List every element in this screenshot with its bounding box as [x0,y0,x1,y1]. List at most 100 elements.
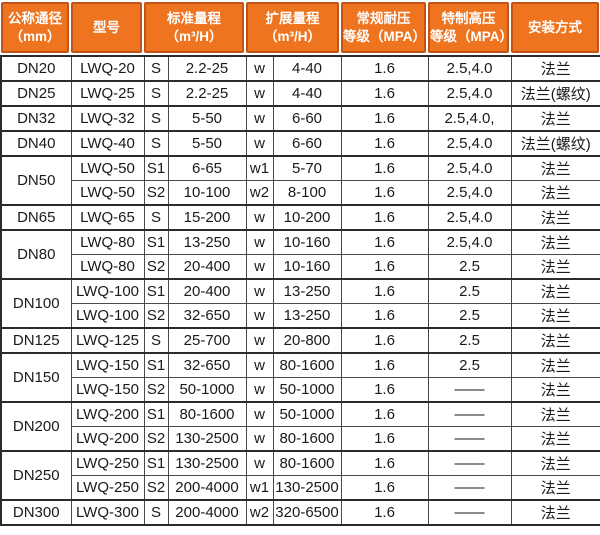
cell-w: w [245,352,274,378]
header-cell-high-pressure: 特制高压 等级（MPA） [428,2,513,53]
header-cell-installation: 安装方式 [511,2,599,53]
cell-w: w [245,105,274,132]
cell-w: w [245,426,274,452]
cell-model: LWQ-100 [70,278,145,304]
cell-s: S1 [143,278,169,304]
cell-model: LWQ-200 [70,426,145,452]
cell-s: S [143,499,169,526]
cell-w: w1 [245,475,274,501]
table-row: DN150 LWQ-150 S1 32-650 w 80-1600 1.6 2.… [0,352,600,403]
cell-dn: DN300 [0,499,72,526]
cell-model: LWQ-32 [70,105,145,132]
table-row: DN65 LWQ-65 S 15-200 w 10-200 1.6 2.5,4.… [0,204,600,231]
cell-w: w [245,377,274,403]
cell-install: 法兰 [510,352,600,378]
cell-install: 法兰 [510,55,600,82]
table-row: DN32 LWQ-32 S 5-50 w 6-60 1.6 2.5,4.0, 法… [0,105,600,132]
cell-w: w1 [245,155,274,181]
cell-ext-range: 50-1000 [272,401,342,427]
cell-dn: DN200 [0,401,72,452]
cell-model: LWQ-150 [70,377,145,403]
cell-ext-range: 80-1600 [272,450,342,476]
table-row: DN125 LWQ-125 S 25-700 w 20-800 1.6 2.5 … [0,327,600,354]
cell-model: LWQ-20 [70,55,145,82]
cell-high-pressure: —— [427,426,512,452]
cell-install: 法兰 [510,426,600,452]
cell-ext-range: 80-1600 [272,426,342,452]
cell-s: S1 [143,155,169,181]
table-row: LWQ-80 S2 20-400 w 10-160 1.6 2.5 法兰 [1,254,600,280]
cell-install: 法兰 [510,278,600,304]
cell-high-pressure: —— [427,377,512,403]
table-row: LWQ-150 S2 50-1000 w 50-1000 1.6 —— 法兰 [1,377,600,403]
table-row: DN80 LWQ-80 S1 13-250 w 10-160 1.6 2.5,4… [0,229,600,280]
cell-ext-range: 13-250 [272,278,342,304]
cell-w: w2 [245,180,274,206]
cell-w: w [245,130,274,157]
cell-model: LWQ-80 [70,254,145,280]
cell-w: w [245,55,274,82]
cell-high-pressure: 2.5 [427,327,512,354]
cell-model: LWQ-200 [70,401,145,427]
cell-reg-pressure: 1.6 [340,475,429,501]
cell-dn: DN125 [0,327,72,354]
cell-ext-range: 13-250 [272,303,342,329]
cell-model: LWQ-80 [70,229,145,255]
cell-high-pressure: 2.5 [427,278,512,304]
cell-std-range: 200-4000 [167,475,247,501]
header-cell-standard-range: 标准量程 （m³/H） [144,2,244,53]
table-row: DN300 LWQ-300 S 200-4000 w2 320-6500 1.6… [0,499,600,526]
table-row: DN20 LWQ-20 S 2.2-25 w 4-40 1.6 2.5,4.0 … [0,55,600,82]
table-row: DN200 LWQ-200 S1 80-1600 w 50-1000 1.6 —… [0,401,600,452]
cell-s: S2 [143,475,169,501]
cell-model: LWQ-125 [70,327,145,354]
cell-dn: DN150 [0,352,72,403]
cell-high-pressure: 2.5,4.0 [427,130,512,157]
cell-high-pressure: 2.5 [427,303,512,329]
cell-s: S [143,327,169,354]
cell-model: LWQ-65 [70,204,145,231]
cell-reg-pressure: 1.6 [340,426,429,452]
cell-high-pressure: 2.5,4.0 [427,204,512,231]
cell-ext-range: 320-6500 [272,499,342,526]
cell-w: w2 [245,499,274,526]
cell-reg-pressure: 1.6 [340,105,429,132]
cell-high-pressure: —— [427,499,512,526]
cell-high-pressure: —— [427,475,512,501]
cell-high-pressure: 2.5,4.0, [427,105,512,132]
cell-high-pressure: 2.5,4.0 [427,155,512,181]
cell-install: 法兰 [510,401,600,427]
header-cell-regular-pressure: 常规耐压 等级（MPA） [341,2,426,53]
table-row: DN100 LWQ-100 S1 20-400 w 13-250 1.6 2.5… [0,278,600,329]
cell-s: S1 [143,229,169,255]
cell-high-pressure: 2.5 [427,352,512,378]
cell-model: LWQ-25 [70,80,145,107]
cell-reg-pressure: 1.6 [340,278,429,304]
cell-reg-pressure: 1.6 [340,55,429,82]
cell-std-range: 20-400 [167,278,247,304]
cell-dn: DN32 [0,105,72,132]
table-row: LWQ-250 S2 200-4000 w1 130-2500 1.6 —— 法… [1,475,600,501]
cell-reg-pressure: 1.6 [340,377,429,403]
table-row: LWQ-50 S2 10-100 w2 8-100 1.6 2.5,4.0 法兰 [1,180,600,206]
cell-ext-range: 80-1600 [272,352,342,378]
cell-install: 法兰 [510,180,600,206]
cell-model: LWQ-50 [70,155,145,181]
cell-reg-pressure: 1.6 [340,180,429,206]
cell-high-pressure: —— [427,401,512,427]
cell-reg-pressure: 1.6 [340,204,429,231]
cell-std-range: 130-2500 [167,450,247,476]
cell-high-pressure: 2.5,4.0 [427,180,512,206]
cell-s: S1 [143,352,169,378]
cell-s: S [143,55,169,82]
cell-install: 法兰 [510,450,600,476]
cell-dn: DN40 [0,130,72,157]
cell-std-range: 2.2-25 [167,80,247,107]
cell-std-range: 32-650 [167,352,247,378]
cell-ext-range: 50-1000 [272,377,342,403]
cell-s: S2 [143,180,169,206]
cell-install: 法兰 [510,499,600,526]
cell-high-pressure: —— [427,450,512,476]
cell-w: w [245,229,274,255]
